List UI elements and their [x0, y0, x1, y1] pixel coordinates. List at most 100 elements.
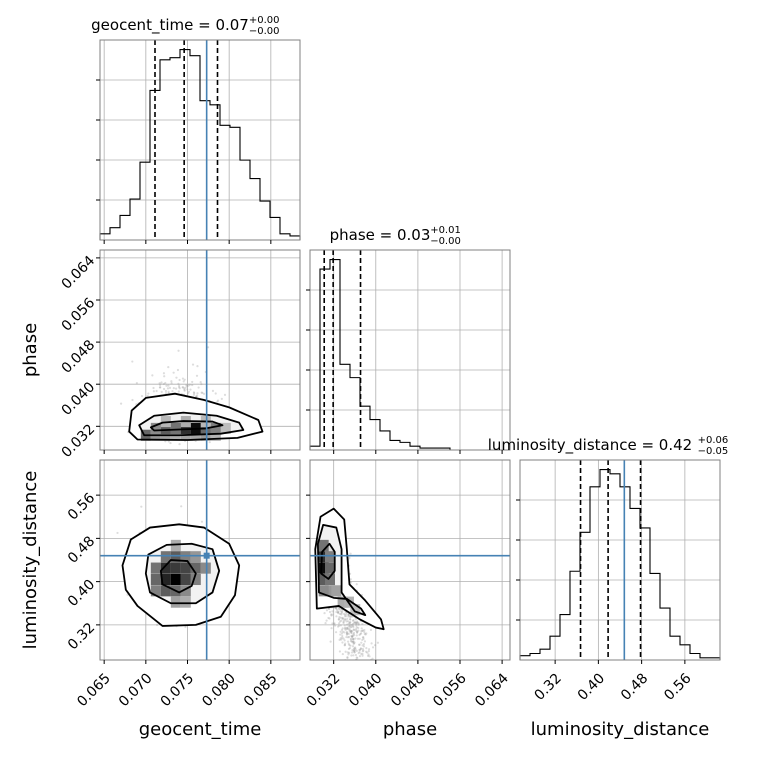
scatter-point — [355, 634, 358, 637]
scatter-point — [214, 392, 217, 395]
scatter-point — [131, 360, 134, 363]
scatter-point — [365, 663, 367, 665]
panel-border — [99, 39, 301, 241]
scatter-point — [337, 611, 340, 614]
density-cell — [160, 573, 171, 586]
scatter-point — [355, 681, 357, 683]
scatter-point — [348, 622, 351, 625]
scatter-point — [349, 618, 352, 621]
scatter-point — [339, 637, 342, 640]
scatter-point — [354, 622, 358, 625]
scatter-point — [348, 628, 351, 631]
x-tick-label: 0.040 — [346, 670, 386, 710]
scatter-point — [346, 636, 350, 639]
scatter-point — [155, 389, 158, 393]
scatter-point — [353, 628, 356, 632]
scatter-point — [342, 619, 346, 622]
scatter-point — [186, 388, 189, 391]
scatter-point — [353, 651, 356, 654]
scatter-point — [349, 615, 352, 618]
scatter-point — [160, 390, 163, 393]
scatter-point — [369, 667, 371, 669]
scatter-point — [362, 637, 365, 640]
scatter-point — [361, 652, 364, 656]
scatter-point — [360, 660, 362, 662]
y-tick-label: 0.048 — [59, 337, 99, 377]
x-axis-label-luminosity_distance: luminosity_distance — [531, 719, 710, 740]
scatter-point — [371, 646, 375, 649]
scatter-point — [353, 621, 356, 624]
x-tick-label: 0.080 — [199, 670, 239, 710]
scatter-point — [151, 374, 154, 377]
scatter-point — [341, 641, 344, 644]
scatter-point — [354, 637, 357, 640]
contour-line — [159, 559, 197, 594]
scatter-point — [348, 635, 351, 638]
scatter-point — [352, 637, 355, 640]
panel-content — [119, 250, 264, 450]
scatter-point — [354, 620, 357, 624]
scatter-point — [336, 625, 340, 628]
scatter-point — [164, 392, 168, 395]
x-tick-label: 0.32 — [532, 670, 565, 703]
scatter-point — [353, 622, 356, 625]
scatter-point — [339, 630, 342, 633]
scatter-point — [333, 624, 337, 627]
density-cell — [150, 573, 161, 586]
scatter-point — [348, 630, 351, 633]
scatter-point — [350, 651, 354, 654]
density-cell — [180, 573, 191, 586]
scatter-point — [358, 637, 361, 640]
scatter-point — [135, 381, 138, 385]
scatter-point — [189, 388, 192, 391]
scatter-point — [336, 611, 340, 614]
scatter-point — [158, 382, 161, 385]
scatter-point — [341, 617, 345, 620]
scatter-point — [358, 651, 361, 654]
scatter-point — [361, 629, 365, 632]
contour-line — [128, 392, 264, 441]
scatter-point — [365, 632, 368, 635]
scatter-point — [343, 639, 346, 642]
scatter-point — [351, 645, 355, 648]
scatter-point — [363, 640, 367, 643]
density-cell — [150, 585, 161, 597]
contour-line — [149, 420, 224, 432]
scatter-point — [335, 610, 338, 614]
x-tick-label: 0.064 — [472, 670, 512, 710]
y-tick-label: 0.56 — [65, 490, 98, 523]
scatter-point — [359, 632, 362, 636]
panel-border — [309, 459, 511, 661]
scatter-point — [351, 624, 355, 627]
panel-content — [100, 460, 300, 660]
scatter-point — [358, 655, 362, 658]
scatter-point — [216, 399, 220, 402]
scatter-point — [385, 714, 387, 716]
scatter-point — [355, 649, 358, 652]
scatter-point — [181, 377, 185, 380]
scatter-point — [191, 380, 194, 384]
hist-panel-geocent_time: geocent_time = 0.07 +0.00−0.00 — [91, 15, 301, 244]
scatter-point — [354, 666, 356, 668]
scatter-point — [352, 638, 355, 641]
scatter-point — [184, 625, 187, 629]
scatter-point — [343, 615, 346, 618]
scatter-point — [211, 389, 215, 392]
density-cell — [170, 596, 181, 608]
density-cell — [210, 422, 221, 434]
scatter-point — [343, 644, 346, 647]
scatter-point — [345, 613, 348, 616]
scatter-point — [344, 650, 347, 653]
joint-panel-phase-luminosity_distance: 0.032 0.040 0.048 0.056 0.064 — [304, 459, 512, 716]
y-tick-label: 0.40 — [65, 577, 98, 610]
scatter-point — [334, 631, 338, 634]
title-minus: −0.05 — [698, 446, 729, 457]
scatter-point — [346, 656, 349, 660]
scatter-point — [331, 622, 334, 625]
y-tick-label: 0.056 — [59, 295, 99, 335]
scatter-point — [165, 384, 168, 387]
scatter-point — [349, 621, 352, 624]
scatter-point — [337, 618, 341, 621]
scatter-point — [352, 649, 355, 653]
